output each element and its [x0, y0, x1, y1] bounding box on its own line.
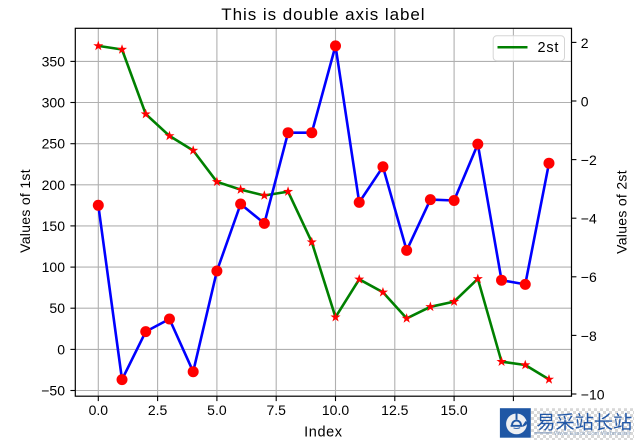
svg-text:−50: −50 [41, 383, 65, 399]
svg-text:100: 100 [42, 259, 66, 275]
svg-text:300: 300 [42, 95, 66, 111]
svg-text:7.5: 7.5 [266, 402, 286, 418]
svg-text:−4: −4 [581, 211, 597, 227]
svg-text:Values of 2st: Values of 2st [613, 170, 629, 254]
svg-text:−2: −2 [581, 152, 597, 168]
svg-text:0: 0 [581, 93, 589, 109]
svg-text:5.0: 5.0 [207, 402, 227, 418]
svg-text:−10: −10 [581, 386, 605, 402]
svg-text:This is double axis label: This is double axis label [221, 5, 425, 24]
svg-text:2: 2 [581, 35, 589, 51]
svg-text:350: 350 [42, 53, 66, 69]
svg-text:250: 250 [42, 136, 66, 152]
svg-text:15.0: 15.0 [440, 402, 467, 418]
svg-text:10.0: 10.0 [322, 402, 349, 418]
svg-text:0.0: 0.0 [89, 402, 109, 418]
svg-text:12.5: 12.5 [381, 402, 408, 418]
svg-text:2.5: 2.5 [148, 402, 168, 418]
svg-text:200: 200 [42, 177, 66, 193]
svg-text:0: 0 [57, 341, 65, 357]
svg-text:−8: −8 [581, 328, 597, 344]
svg-text:−6: −6 [581, 269, 597, 285]
svg-text:Index: Index [304, 424, 343, 440]
svg-text:150: 150 [42, 218, 66, 234]
svg-text:50: 50 [49, 300, 65, 316]
svg-text:Www.Easck.Com Webmaster: Www.Easck.Com Webmaster [554, 431, 631, 437]
svg-text:Values of 1st: Values of 1st [17, 169, 33, 253]
svg-text:2st: 2st [538, 40, 560, 56]
